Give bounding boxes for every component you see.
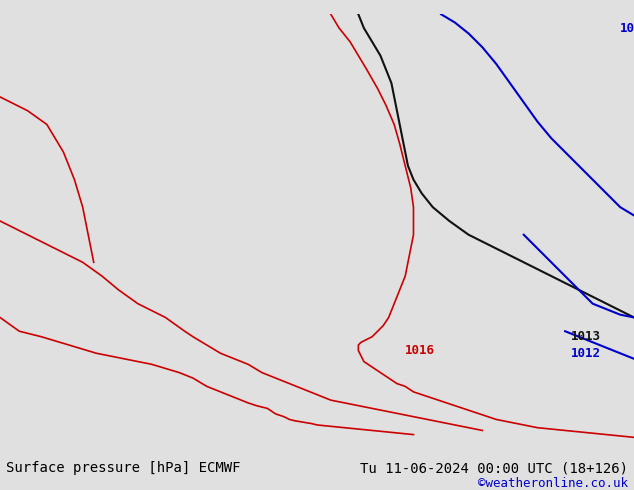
- Text: ©weatheronline.co.uk: ©weatheronline.co.uk: [477, 477, 628, 490]
- Text: Tu 11-06-2024 00:00 UTC (18+126): Tu 11-06-2024 00:00 UTC (18+126): [359, 461, 628, 475]
- Text: 1004: 1004: [620, 22, 634, 34]
- Text: 1016: 1016: [405, 344, 435, 357]
- Text: 1013: 1013: [571, 330, 600, 343]
- Text: 1012: 1012: [571, 347, 600, 360]
- Text: Surface pressure [hPa] ECMWF: Surface pressure [hPa] ECMWF: [6, 461, 241, 475]
